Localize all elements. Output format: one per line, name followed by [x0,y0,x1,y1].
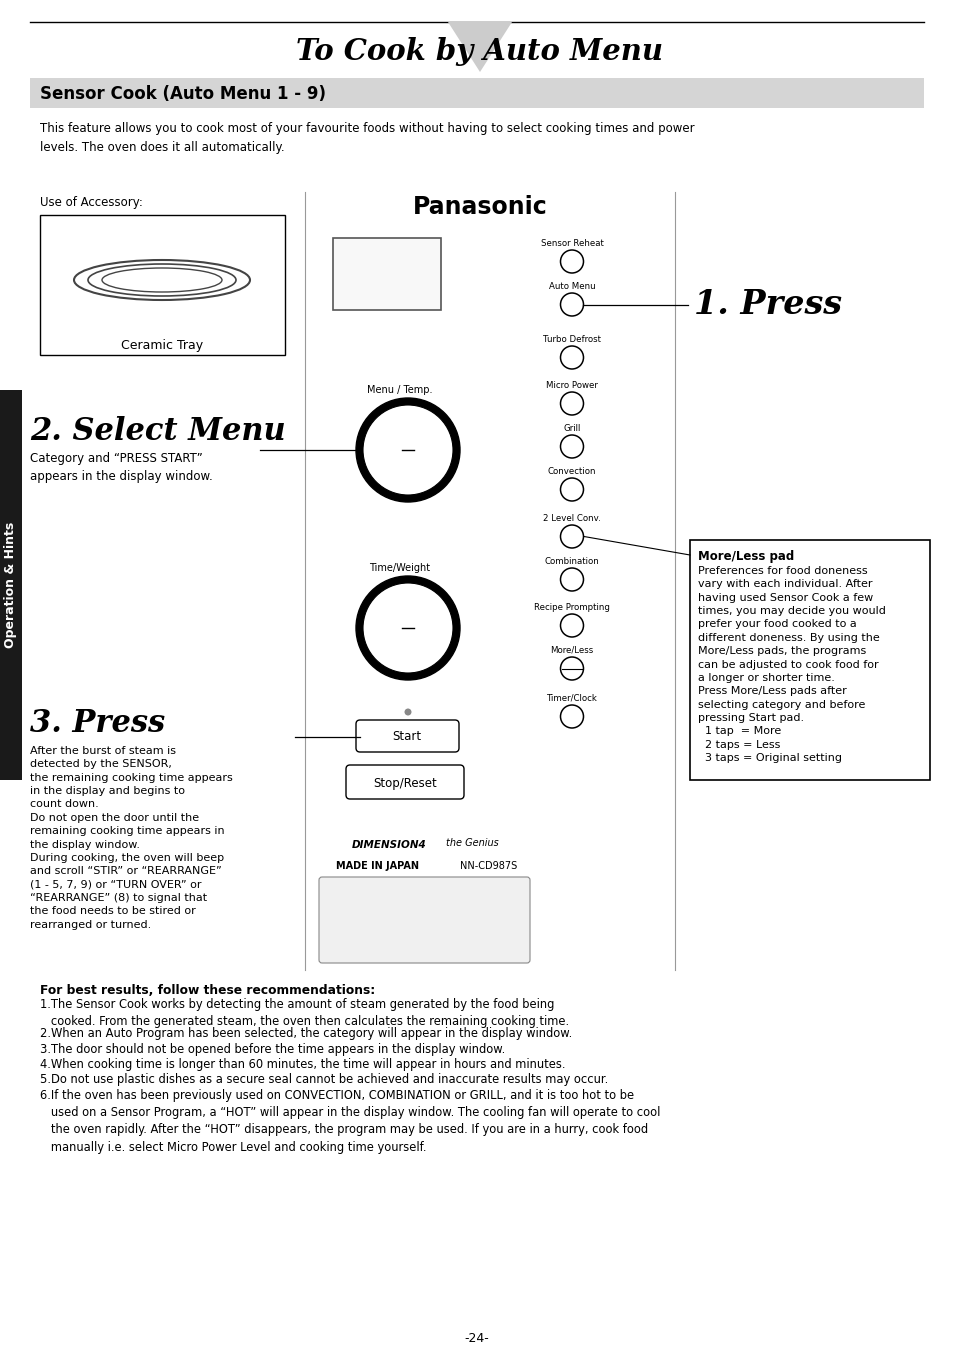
Circle shape [560,656,583,679]
Text: 2 Level Conv.: 2 Level Conv. [542,514,600,523]
Text: Sensor Reheat: Sensor Reheat [540,239,603,248]
Text: 6.If the oven has been previously used on CONVECTION, COMBINATION or GRILL, and : 6.If the oven has been previously used o… [40,1089,659,1154]
Text: To Cook by Auto Menu: To Cook by Auto Menu [296,38,662,66]
Text: This feature allows you to cook most of your favourite foods without having to s: This feature allows you to cook most of … [40,123,694,154]
Circle shape [560,479,583,501]
Circle shape [560,392,583,415]
Text: Auto Menu: Auto Menu [548,282,595,291]
Text: the Genius: the Genius [446,838,498,848]
Bar [40,214,285,355]
Circle shape [363,582,453,673]
Text: 2.When an Auto Program has been selected, the category will appear in the displa: 2.When an Auto Program has been selected… [40,1027,572,1041]
Circle shape [560,613,583,638]
Text: Panasonic: Panasonic [413,195,547,218]
Circle shape [560,705,583,728]
FancyBboxPatch shape [346,766,463,799]
Circle shape [363,404,453,495]
Text: DIMENSION4: DIMENSION4 [352,840,426,851]
Text: Micro Power: Micro Power [545,381,598,390]
FancyBboxPatch shape [318,878,530,962]
Text: For best results, follow these recommendations:: For best results, follow these recommend… [40,984,375,998]
Circle shape [560,435,583,458]
Text: 4.When cooking time is longer than 60 minutes, the time will appear in hours and: 4.When cooking time is longer than 60 mi… [40,1058,565,1072]
Bar [0,390,22,780]
Text: Ceramic Tray: Ceramic Tray [121,340,203,352]
Text: Category and “PRESS START”
appears in the display window.: Category and “PRESS START” appears in th… [30,452,213,483]
Text: MADE IN JAPAN: MADE IN JAPAN [335,861,418,871]
Text: 1.The Sensor Cook works by detecting the amount of steam generated by the food b: 1.The Sensor Cook works by detecting the… [40,998,569,1029]
Text: Recipe Prompting: Recipe Prompting [534,603,609,612]
Circle shape [355,576,459,679]
Bar [333,239,440,310]
Text: Convection: Convection [547,466,596,476]
Text: NN-CD987S: NN-CD987S [459,861,517,871]
Text: Timer/Clock: Timer/Clock [546,694,597,704]
Text: Grill: Grill [562,425,580,433]
Circle shape [560,524,583,549]
Text: Menu / Temp.: Menu / Temp. [367,386,433,395]
Circle shape [560,568,583,590]
Bar [30,78,923,108]
Text: 1. Press: 1. Press [693,288,841,321]
Text: Use of Accessory:: Use of Accessory: [40,195,143,209]
Text: After the burst of steam is
detected by the SENSOR,
the remaining cooking time a: After the burst of steam is detected by … [30,745,233,930]
Text: 3.The door should not be opened before the time appears in the display window.: 3.The door should not be opened before t… [40,1042,505,1055]
Text: 2. Select Menu: 2. Select Menu [30,417,285,448]
Polygon shape [448,22,512,71]
Circle shape [560,249,583,274]
FancyBboxPatch shape [355,720,458,752]
Text: Combination: Combination [544,557,598,566]
Circle shape [560,346,583,369]
Text: More/Less: More/Less [550,646,593,655]
Text: -24-: -24- [464,1332,489,1344]
Text: More/Less pad: More/Less pad [698,550,794,563]
Text: Preferences for food doneness
vary with each individual. After
having used Senso: Preferences for food doneness vary with … [698,566,885,763]
Text: 3. Press: 3. Press [30,709,165,740]
Circle shape [355,398,459,501]
Text: Time/Weight: Time/Weight [369,563,430,573]
Circle shape [560,293,583,315]
Text: Sensor Cook (Auto Menu 1 - 9): Sensor Cook (Auto Menu 1 - 9) [40,85,326,102]
Text: Operation & Hints: Operation & Hints [5,522,17,648]
Text: 5.Do not use plastic dishes as a secure seal cannot be achieved and inaccurate r: 5.Do not use plastic dishes as a secure … [40,1073,608,1086]
Text: Start: Start [392,731,421,744]
Circle shape [404,709,411,716]
Text: Turbo Defrost: Turbo Defrost [542,336,600,344]
Bar [689,541,929,780]
Text: Stop/Reset: Stop/Reset [373,778,436,790]
